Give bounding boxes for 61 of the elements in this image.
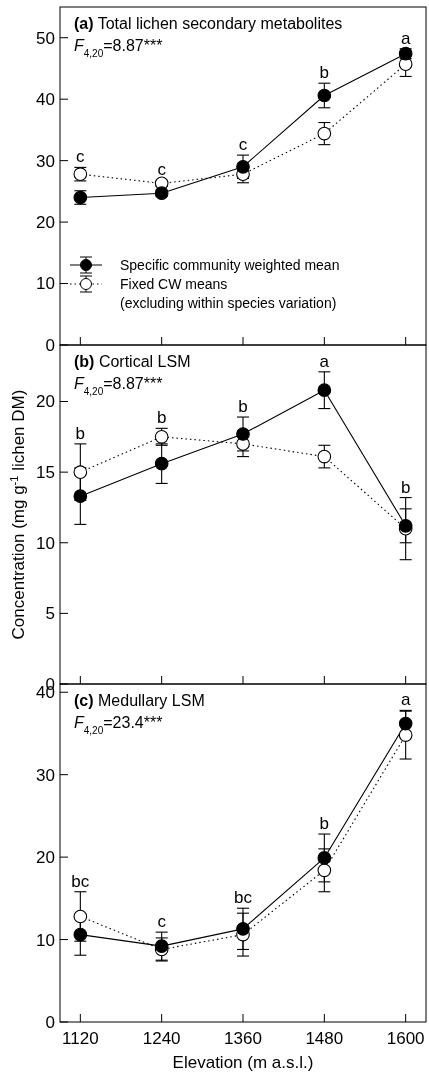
x-tick-label: 1240 <box>142 1029 181 1048</box>
point <box>317 383 332 398</box>
point <box>317 863 332 878</box>
annotation: a <box>319 351 330 371</box>
y-tick-label: 0 <box>45 1012 55 1032</box>
y-tick-label: 10 <box>36 274 55 294</box>
x-tick-label: 1480 <box>305 1029 344 1048</box>
point <box>73 489 88 503</box>
point <box>154 456 169 471</box>
point <box>236 921 250 936</box>
point <box>73 909 88 924</box>
y-tick-label: 10 <box>36 930 55 950</box>
annotation: b <box>400 477 411 497</box>
annotation: bc <box>71 871 90 891</box>
text: F$_{4,20}$=8.87*** <box>74 37 163 59</box>
annotation: b <box>238 397 248 417</box>
y-tick-label: 20 <box>36 392 55 412</box>
annotation: c <box>76 147 86 167</box>
x-tick-label: 1120 <box>62 1029 99 1048</box>
point <box>317 851 332 865</box>
x-tick-label: 1600 <box>386 1029 425 1048</box>
point <box>73 465 88 479</box>
y-tick-label: 50 <box>36 28 55 48</box>
text: (a) Total lichen secondary metabolites <box>74 15 343 32</box>
point <box>236 427 250 441</box>
point <box>317 88 332 103</box>
point <box>73 927 88 942</box>
point <box>398 57 413 71</box>
y-tick-label: 0 <box>45 335 55 355</box>
legend-label: Fixed CW means (excluding within species variation) <box>120 275 337 311</box>
y-tick-label: 30 <box>36 151 55 171</box>
y-tick-label: 20 <box>36 213 55 233</box>
x-axis-title: Elevation (m a.s.l.) <box>172 1053 314 1072</box>
annotation: b <box>75 423 86 443</box>
text: F$_{4,20}$=23.4*** <box>74 714 163 736</box>
legend-label: Specific community weighted mean <box>120 256 340 273</box>
annotation: b <box>156 408 167 428</box>
x-tick-label: 1360 <box>224 1029 262 1048</box>
y-tick-label: 40 <box>36 90 55 110</box>
y-tick-label: 15 <box>36 463 55 483</box>
text: F$_{4,20}$=8.87*** <box>74 375 163 397</box>
point <box>398 728 413 742</box>
y-tick-label: 30 <box>36 765 55 785</box>
text: (b) Cortical LSM <box>74 353 191 370</box>
annotation: c <box>238 135 248 155</box>
y-tick-label: 5 <box>45 604 55 624</box>
annotation: b <box>319 814 330 834</box>
annotation: a <box>400 690 411 710</box>
annotation: a <box>400 28 411 48</box>
annotation: c <box>157 160 167 180</box>
point <box>154 186 169 201</box>
point <box>317 449 332 464</box>
y-tick-label: 20 <box>36 848 55 868</box>
annotation: c <box>157 912 167 932</box>
point <box>236 159 250 174</box>
y-tick-label: 10 <box>36 533 55 553</box>
annotation: bc <box>234 888 253 908</box>
text: (c) Medullary LSM <box>74 692 205 709</box>
annotation: b <box>319 63 330 83</box>
point <box>398 716 413 731</box>
point <box>317 126 332 141</box>
